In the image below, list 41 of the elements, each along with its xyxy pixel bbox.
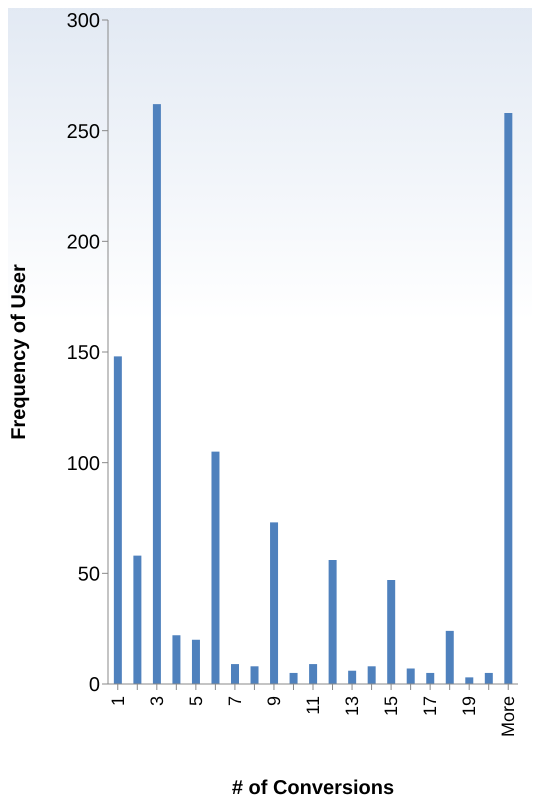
bar	[406, 668, 415, 684]
bar	[231, 664, 239, 684]
x-tick-label: 7	[224, 696, 245, 706]
x-tick-label: 9	[264, 696, 284, 706]
x-tick-label: More	[498, 696, 518, 738]
x-axis-title: # of Conversions	[232, 777, 394, 799]
x-tick-label: 17	[420, 696, 440, 716]
bar	[328, 560, 337, 684]
y-axis-title: Frequency of User	[8, 264, 30, 440]
x-tick-label: 5	[186, 696, 206, 706]
bar	[192, 640, 200, 684]
y-tick-label: 250	[66, 120, 100, 143]
y-tick-label: 100	[66, 452, 100, 475]
bar	[290, 672, 298, 684]
bar	[387, 580, 396, 684]
y-tick-label: 200	[66, 231, 100, 254]
bar	[309, 664, 318, 684]
bar	[504, 112, 512, 684]
bar	[368, 666, 376, 684]
bar	[270, 522, 278, 684]
bar	[426, 672, 434, 684]
bar	[465, 677, 474, 684]
bar	[152, 104, 161, 684]
x-tick-label: 19	[459, 696, 480, 716]
x-tick-label: 13	[342, 696, 362, 716]
bar	[172, 635, 180, 684]
y-tick-label: 0	[88, 674, 100, 696]
y-tick-label: 150	[66, 342, 100, 364]
bar	[484, 672, 493, 684]
bar	[114, 356, 122, 684]
x-tick-label: 3	[146, 696, 167, 706]
x-tick-label: 15	[381, 696, 402, 716]
bar	[446, 630, 454, 684]
bar	[348, 670, 356, 684]
y-tick-label: 300	[66, 10, 100, 32]
x-tick-label: 1	[108, 696, 128, 706]
x-tick-label: 11	[303, 696, 323, 715]
bar	[211, 452, 220, 684]
bar	[250, 666, 259, 684]
y-tick-label: 50	[78, 563, 100, 586]
bar	[133, 556, 142, 684]
